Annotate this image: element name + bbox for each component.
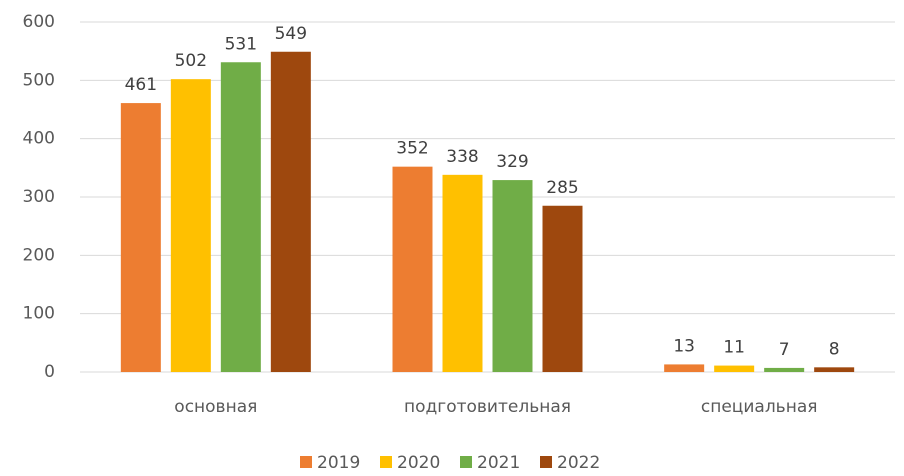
y-tick-label: 200 [23, 245, 55, 265]
data-label: 338 [446, 147, 478, 167]
data-label: 531 [225, 34, 257, 54]
x-tick-label: специальная [701, 397, 818, 417]
y-tick-label: 600 [23, 12, 55, 32]
data-label: 352 [396, 139, 428, 159]
bar [664, 364, 705, 372]
y-tick-label: 400 [23, 129, 55, 149]
legend-label: 2021 [477, 453, 520, 472]
y-tick-label: 100 [23, 304, 55, 324]
legend-swatch [540, 456, 552, 468]
y-tick-label: 0 [44, 362, 55, 382]
bar [764, 367, 805, 372]
data-label: 8 [829, 339, 840, 359]
bar [392, 166, 433, 372]
bar [220, 62, 261, 372]
data-label: 285 [546, 178, 578, 198]
data-label: 461 [125, 75, 157, 95]
bar [542, 205, 583, 372]
bar [442, 174, 483, 372]
legend-swatch [460, 456, 472, 468]
data-label: 549 [275, 24, 307, 44]
data-label: 13 [673, 336, 695, 356]
bar [270, 51, 311, 372]
data-label: 7 [779, 340, 790, 360]
legend-label: 2020 [397, 453, 440, 472]
bar [492, 180, 533, 372]
bar [120, 103, 161, 372]
bar [170, 79, 211, 373]
legend-label: 2019 [317, 453, 360, 472]
bar [714, 365, 755, 372]
legend-swatch [300, 456, 312, 468]
data-label: 11 [723, 338, 745, 358]
legend-label: 2022 [557, 453, 600, 472]
x-tick-label: подготовительная [404, 397, 571, 417]
data-label: 329 [496, 152, 528, 172]
data-label: 502 [175, 51, 207, 71]
legend-swatch [380, 456, 392, 468]
y-tick-label: 500 [23, 70, 55, 90]
x-tick-label: основная [174, 397, 257, 417]
bar [814, 367, 855, 372]
y-tick-label: 300 [23, 187, 55, 207]
